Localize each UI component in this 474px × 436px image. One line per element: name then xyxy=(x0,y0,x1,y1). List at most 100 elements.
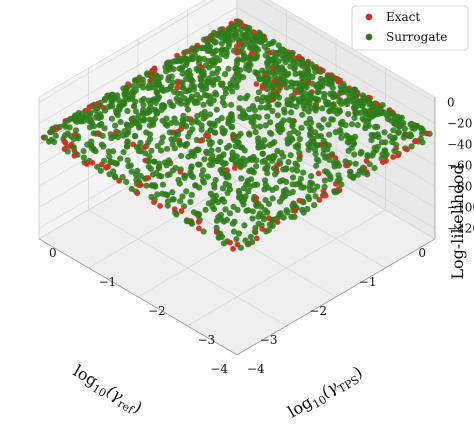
point-surrogate xyxy=(169,189,176,196)
point-surrogate xyxy=(351,151,358,158)
point-surrogate xyxy=(213,69,220,76)
point-surrogate xyxy=(331,189,338,196)
point-surrogate xyxy=(357,150,364,157)
point-surrogate xyxy=(260,216,267,223)
point-surrogate xyxy=(408,143,415,150)
point-surrogate xyxy=(267,119,274,126)
point-surrogate xyxy=(418,130,425,137)
point-surrogate xyxy=(178,121,185,128)
point-surrogate xyxy=(106,171,113,178)
y-axis-label: log10(γTPS) xyxy=(284,362,367,424)
point-surrogate xyxy=(334,110,341,117)
point-surrogate xyxy=(142,150,149,157)
point-surrogate xyxy=(124,157,131,164)
point-surrogate xyxy=(112,174,119,181)
z-axis-label: Log-likelihood xyxy=(448,164,467,279)
point-surrogate xyxy=(253,202,260,209)
point-surrogate xyxy=(264,170,271,177)
point-surrogate xyxy=(218,233,226,240)
point-surrogate xyxy=(164,122,171,129)
point-surrogate xyxy=(296,155,303,163)
point-surrogate xyxy=(303,120,310,127)
point-surrogate xyxy=(289,166,296,173)
point-surrogate xyxy=(240,201,247,208)
point-surrogate xyxy=(184,106,192,113)
point-surrogate xyxy=(195,146,202,153)
point-surrogate xyxy=(194,112,201,120)
point-exact xyxy=(274,219,281,226)
point-surrogate xyxy=(248,118,255,125)
point-surrogate xyxy=(300,209,307,216)
point-surrogate xyxy=(222,71,229,78)
point-surrogate xyxy=(41,134,49,141)
point-surrogate xyxy=(253,163,260,170)
point-surrogate xyxy=(211,39,219,46)
point-surrogate xyxy=(237,95,244,102)
point-surrogate xyxy=(264,98,271,105)
z-tick-label: −60 xyxy=(447,158,472,172)
point-surrogate xyxy=(183,48,190,55)
point-surrogate xyxy=(276,128,284,136)
point-surrogate xyxy=(315,157,322,164)
point-surrogate xyxy=(201,156,208,163)
point-surrogate xyxy=(308,173,315,180)
point-surrogate xyxy=(331,163,338,170)
point-exact xyxy=(174,84,181,91)
point-surrogate xyxy=(228,124,236,131)
point-surrogate xyxy=(110,148,117,155)
point-surrogate xyxy=(207,100,214,107)
grid-line-z-right xyxy=(236,7,436,124)
point-surrogate xyxy=(147,165,155,172)
point-surrogate xyxy=(143,182,150,189)
point-surrogate xyxy=(293,103,300,110)
grid-line-y-floor xyxy=(187,209,386,327)
point-surrogate xyxy=(150,121,157,128)
point-surrogate xyxy=(249,208,256,215)
point-surrogate xyxy=(241,147,248,154)
x-tick-label: −1 xyxy=(359,275,377,289)
point-surrogate xyxy=(246,131,253,138)
point-surrogate xyxy=(211,129,218,136)
point-surrogate xyxy=(125,96,132,103)
point-surrogate xyxy=(221,102,228,109)
point-surrogate xyxy=(282,58,289,66)
point-surrogate xyxy=(90,123,98,130)
point-surrogate xyxy=(146,158,153,165)
point-surrogate xyxy=(64,148,71,155)
point-surrogate xyxy=(158,173,165,180)
point-surrogate xyxy=(163,68,170,75)
point-surrogate xyxy=(245,67,253,74)
data-points xyxy=(40,18,433,252)
point-surrogate xyxy=(281,109,288,116)
point-surrogate xyxy=(94,163,101,170)
point-surrogate xyxy=(158,147,165,154)
point-surrogate xyxy=(240,74,247,81)
point-surrogate xyxy=(47,129,54,136)
point-surrogate xyxy=(337,129,344,136)
point-surrogate xyxy=(200,115,207,122)
point-surrogate xyxy=(255,89,262,96)
point-surrogate xyxy=(251,228,258,235)
point-surrogate xyxy=(296,136,303,143)
point-surrogate xyxy=(294,167,301,174)
point-surrogate xyxy=(338,134,345,141)
point-surrogate xyxy=(265,104,272,111)
point-surrogate xyxy=(208,161,216,168)
point-surrogate xyxy=(201,91,209,98)
point-surrogate xyxy=(188,191,195,198)
point-surrogate xyxy=(345,139,352,146)
point-surrogate xyxy=(196,161,203,168)
point-surrogate xyxy=(46,138,53,145)
point-surrogate xyxy=(135,112,142,119)
point-surrogate xyxy=(406,133,413,140)
point-surrogate xyxy=(381,129,388,136)
y-tick-label: 0 xyxy=(49,246,57,260)
point-surrogate xyxy=(105,103,112,110)
point-surrogate xyxy=(173,119,180,126)
point-surrogate xyxy=(108,135,115,142)
legend-label-exact: Exact xyxy=(386,10,420,24)
point-exact xyxy=(86,104,93,111)
point-surrogate xyxy=(249,156,256,164)
point-surrogate xyxy=(237,244,244,251)
